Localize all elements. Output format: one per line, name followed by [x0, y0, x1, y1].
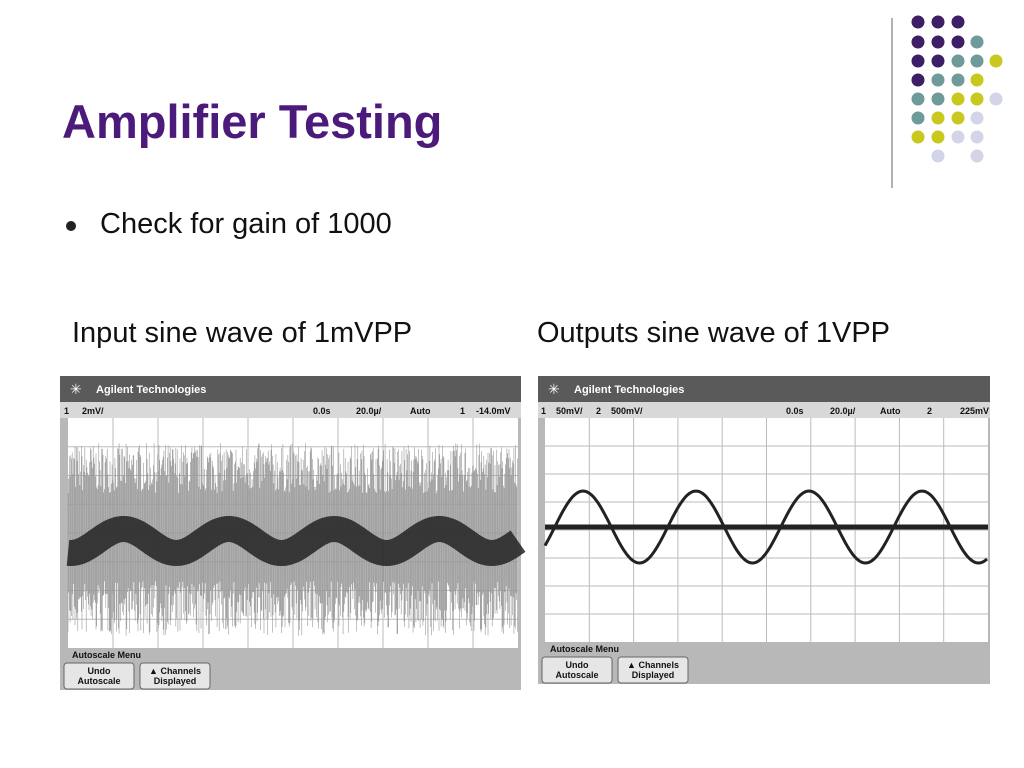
dot [931, 149, 945, 163]
scope-softkey-label: Displayed [632, 670, 675, 680]
scope-softkey [139, 662, 211, 690]
scope-status-item: 1 [541, 406, 546, 416]
scope-status-item: 2 [596, 406, 601, 416]
scope-status-item: 1 [64, 406, 69, 416]
scope-status-item: 2 [927, 406, 932, 416]
scope-softkey [63, 662, 135, 690]
scope-status-item: Auto [410, 406, 431, 416]
oscilloscope-screenshot: Agilent Technologies✳1 2mV/0.0s 20.0µ/Auto… [60, 376, 526, 690]
signal-band [66, 515, 526, 567]
scope-status-item: 1 [460, 406, 465, 416]
dot [931, 92, 945, 106]
dot [970, 54, 984, 68]
dot [911, 130, 925, 144]
dot [970, 111, 984, 125]
dot [951, 111, 965, 125]
dot [989, 92, 1003, 106]
scope-logo: ✳ [548, 381, 560, 397]
scope-status-item: 0.0s [313, 406, 331, 416]
scope-status-bar [60, 402, 521, 418]
scope-status-item: 20.0µ/ [356, 406, 382, 416]
dot [951, 73, 965, 87]
scope-status-item: 50mV/ [556, 406, 583, 416]
slide-title: Amplifier Testing [62, 95, 442, 148]
scope-menu-label: Autoscale Menu [72, 650, 141, 660]
dot [911, 15, 925, 29]
caption: Outputs sine wave of 1VPP [537, 317, 890, 349]
scope-logo: ✳ [70, 381, 82, 397]
dot [970, 73, 984, 87]
caption: Input sine wave of 1mVPP [72, 317, 412, 349]
dot [911, 73, 925, 87]
dot [970, 149, 984, 163]
dot [911, 54, 925, 68]
scope-softkey-label: Autoscale [555, 670, 598, 680]
dot [911, 92, 925, 106]
dot [951, 35, 965, 49]
dot [931, 73, 945, 87]
scope-status-item: Auto [880, 406, 901, 416]
scope-status-item: -14.0mV [476, 406, 511, 416]
scope-status-bar [538, 402, 990, 418]
dot [951, 15, 965, 29]
dot [931, 111, 945, 125]
scope-softkey-label: Displayed [154, 676, 197, 686]
scope-softkey [541, 656, 613, 684]
scope-status-item: 0.0s [786, 406, 804, 416]
scope-brand: Agilent Technologies [574, 384, 684, 396]
scope-header [538, 376, 990, 402]
dot [970, 130, 984, 144]
dot [931, 54, 945, 68]
dot [911, 35, 925, 49]
oscilloscope-screenshot: Agilent Technologies ✳1 50mV/2 500mV/0.0s 20… [538, 376, 990, 684]
scope-header [60, 376, 521, 402]
dot [951, 130, 965, 144]
dot [931, 35, 945, 49]
scope-softkey-label: Undo [88, 666, 111, 676]
scope-softkey-label: Autoscale [77, 676, 120, 686]
scope-status-item: 225mV [960, 406, 989, 416]
dot [911, 111, 925, 125]
output-trace [543, 489, 988, 565]
dot [931, 130, 945, 144]
scope-status-item: 2mV/ [82, 406, 104, 416]
bullet-dot [66, 221, 76, 231]
scope-softkey-label: Undo [566, 660, 589, 670]
dot [989, 54, 1003, 68]
dot [970, 92, 984, 106]
scope-menu-label: Autoscale Menu [550, 644, 619, 654]
dot [951, 54, 965, 68]
scope-brand: Agilent Technologies [96, 384, 206, 396]
dot [951, 92, 965, 106]
scope-softkey-label: ▲ Channels [149, 666, 201, 676]
scope-softkey-label: ▲ Channels [627, 660, 679, 670]
bullet-text: Check for gain of 1000 [100, 208, 392, 240]
dot [931, 15, 945, 29]
scope-status-item: 500mV/ [611, 406, 643, 416]
scope-status-item: 20.0µ/ [830, 406, 856, 416]
scope-softkey [617, 656, 689, 684]
dot [970, 35, 984, 49]
dot-decoration [911, 15, 1003, 163]
